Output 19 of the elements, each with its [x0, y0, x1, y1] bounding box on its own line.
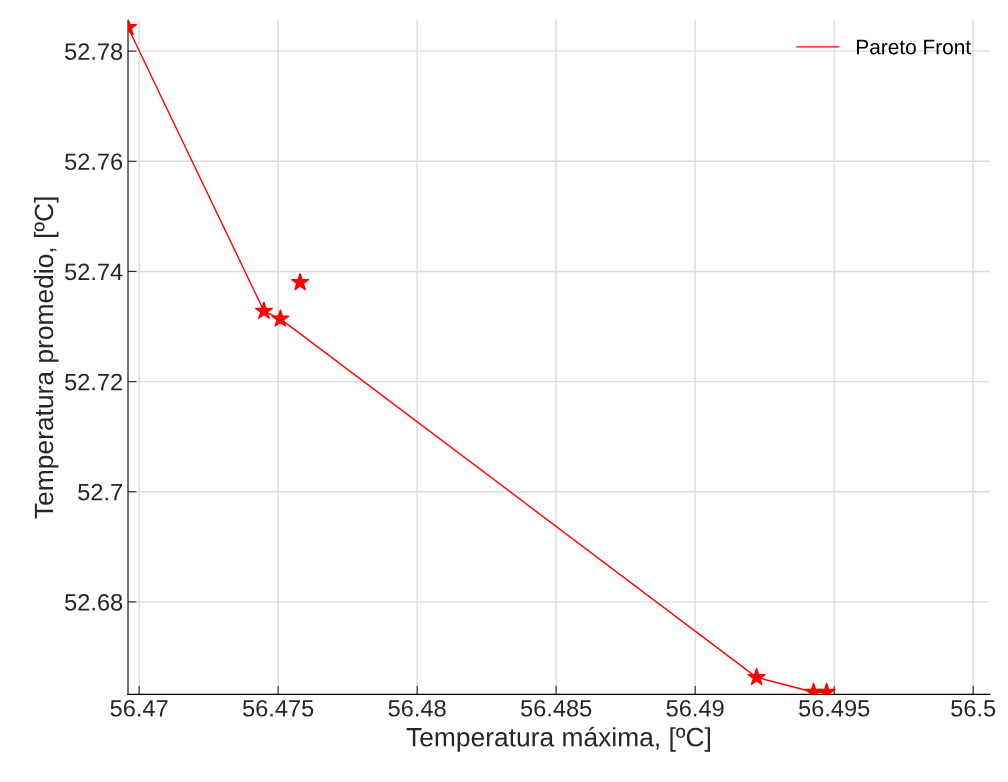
y-tick-label: 52.74 — [65, 263, 123, 281]
x-tick-label: 56.47 — [110, 699, 168, 717]
x-tick-label: 56.485 — [521, 699, 592, 717]
point — [271, 309, 290, 327]
x-tick-label: 56.49 — [666, 699, 724, 717]
x-tick-label: 56.48 — [388, 699, 446, 717]
x-tick-label: 56.5 — [951, 699, 996, 717]
y-tick-label: 52.72 — [65, 373, 122, 391]
point — [291, 272, 310, 291]
point — [254, 301, 274, 319]
y-axis-title: Temperatura promedio, [ºC] — [33, 197, 59, 519]
x-tick-label: 56.495 — [799, 699, 870, 717]
legend-label: Pareto Front — [857, 39, 971, 55]
y-tick-label: 52.7 — [78, 483, 122, 501]
y-tick-label: 52.76 — [65, 153, 123, 171]
y-tick-label: 52.78 — [65, 43, 123, 60]
y-tick-label: 52.68 — [65, 593, 123, 611]
x-axis-title: Temperatura máxima, [ºC] — [406, 726, 710, 752]
x-tick-label: 56.475 — [242, 699, 314, 717]
